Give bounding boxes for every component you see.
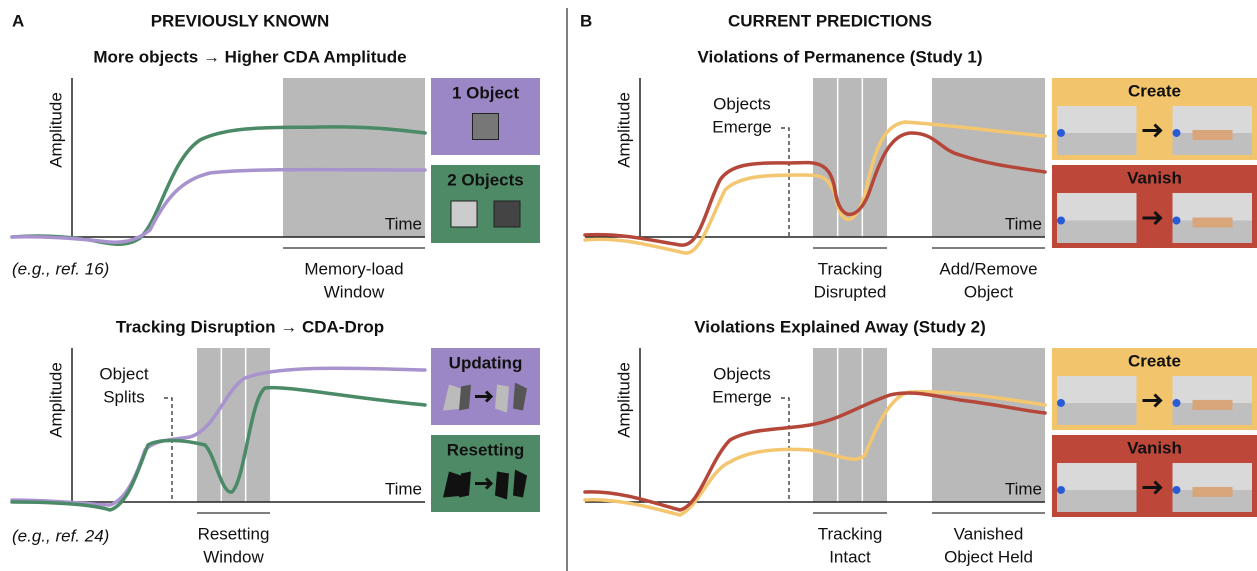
y-axis-label: Amplitude bbox=[614, 92, 633, 168]
card-label: Updating bbox=[449, 353, 523, 372]
card-label: Vanish bbox=[1127, 438, 1182, 457]
reference: (e.g., ref. 16) bbox=[12, 259, 109, 278]
object-square bbox=[472, 113, 499, 140]
window-label: Memory-load bbox=[304, 259, 403, 278]
x-axis-label: Time bbox=[1005, 214, 1042, 233]
scene-object bbox=[1192, 399, 1233, 410]
curve bbox=[10, 385, 427, 512]
window bbox=[813, 348, 887, 502]
scene-ball bbox=[1172, 485, 1181, 494]
object-shape bbox=[443, 471, 465, 498]
window-label: Intact bbox=[829, 547, 871, 566]
object-shape bbox=[513, 382, 527, 411]
object-square bbox=[493, 200, 521, 228]
window-label: Object bbox=[964, 282, 1013, 301]
scene-ball bbox=[1057, 485, 1065, 494]
scene-ball bbox=[1057, 398, 1065, 407]
plot-title: Tracking Disruption → CDA-Drop bbox=[116, 317, 384, 336]
annotation: Object bbox=[99, 364, 148, 383]
card-label: Vanish bbox=[1127, 168, 1182, 187]
scene-floor bbox=[1057, 489, 1137, 512]
object-shape bbox=[443, 384, 465, 411]
x-axis-label: Time bbox=[385, 479, 422, 498]
y-axis-label: Amplitude bbox=[46, 362, 65, 438]
card-label: 2 Objects bbox=[447, 170, 524, 189]
plot-title: Violations of Permanence (Study 1) bbox=[698, 47, 983, 66]
curve bbox=[583, 120, 1047, 255]
window-label: Window bbox=[324, 282, 385, 301]
card-arrow bbox=[1142, 480, 1163, 495]
curve bbox=[583, 391, 1047, 512]
scene-floor bbox=[1057, 132, 1137, 155]
curve bbox=[583, 389, 1047, 517]
curve bbox=[10, 366, 427, 507]
plot-title: Violations Explained Away (Study 2) bbox=[694, 317, 986, 336]
window-label: Tracking bbox=[818, 259, 883, 278]
window-label: Tracking bbox=[818, 524, 883, 543]
object-shape bbox=[459, 384, 471, 411]
scene-object bbox=[1192, 486, 1233, 497]
panel-letter: A bbox=[12, 11, 24, 30]
annotation: Splits bbox=[103, 387, 145, 406]
card bbox=[431, 165, 540, 243]
annotation-leader bbox=[781, 127, 790, 237]
window-label: Add/Remove bbox=[939, 259, 1037, 278]
window-label: Window bbox=[203, 547, 264, 566]
curve bbox=[583, 131, 1047, 247]
x-axis-label: Time bbox=[385, 214, 422, 233]
card-label: 1 Object bbox=[452, 83, 519, 102]
reference: (e.g., ref. 24) bbox=[12, 526, 109, 545]
annotation-leader bbox=[781, 397, 790, 502]
curve bbox=[10, 167, 427, 244]
window-label: Vanished bbox=[954, 524, 1024, 543]
card-arrow bbox=[1142, 210, 1163, 226]
card-label: Resetting bbox=[447, 440, 524, 459]
window-label: Object Held bbox=[944, 547, 1033, 566]
panel-heading: PREVIOUSLY KNOWN bbox=[151, 11, 330, 30]
scene-ball bbox=[1172, 128, 1181, 137]
object-shape bbox=[459, 471, 471, 498]
annotation: Objects bbox=[713, 94, 771, 113]
panel-letter: B bbox=[580, 11, 592, 30]
scene-object bbox=[1192, 217, 1233, 228]
annotation: Objects bbox=[713, 364, 771, 383]
panel-heading: CURRENT PREDICTIONS bbox=[728, 11, 932, 30]
card-label: Create bbox=[1128, 351, 1181, 370]
scene-floor bbox=[1057, 220, 1137, 243]
window-label: Resetting bbox=[198, 524, 270, 543]
annotation: Emerge bbox=[712, 387, 772, 406]
window bbox=[932, 78, 1045, 237]
object-square bbox=[450, 200, 478, 228]
scene-ball bbox=[1172, 398, 1181, 407]
window bbox=[932, 348, 1045, 502]
x-axis-label: Time bbox=[1005, 479, 1042, 498]
y-axis-label: Amplitude bbox=[46, 92, 65, 168]
card-arrow bbox=[1142, 123, 1163, 138]
card-arrow bbox=[475, 390, 494, 403]
scene-floor bbox=[1057, 402, 1137, 425]
scene-ball bbox=[1057, 128, 1065, 137]
card-arrow bbox=[475, 477, 494, 490]
card-label: Create bbox=[1128, 81, 1181, 100]
y-axis-label: Amplitude bbox=[614, 362, 633, 438]
scene-object bbox=[1192, 129, 1233, 140]
scene-ball bbox=[1172, 216, 1181, 225]
object-shape bbox=[495, 384, 509, 413]
window-label: Disrupted bbox=[814, 282, 887, 301]
object-shape bbox=[513, 469, 527, 498]
annotation-leader bbox=[164, 397, 173, 502]
annotation: Emerge bbox=[712, 117, 772, 136]
scene-ball bbox=[1057, 216, 1065, 225]
plot-title: More objects → Higher CDA Amplitude bbox=[93, 47, 406, 66]
object-shape bbox=[495, 471, 509, 500]
card-arrow bbox=[1142, 393, 1163, 408]
window bbox=[283, 78, 425, 237]
